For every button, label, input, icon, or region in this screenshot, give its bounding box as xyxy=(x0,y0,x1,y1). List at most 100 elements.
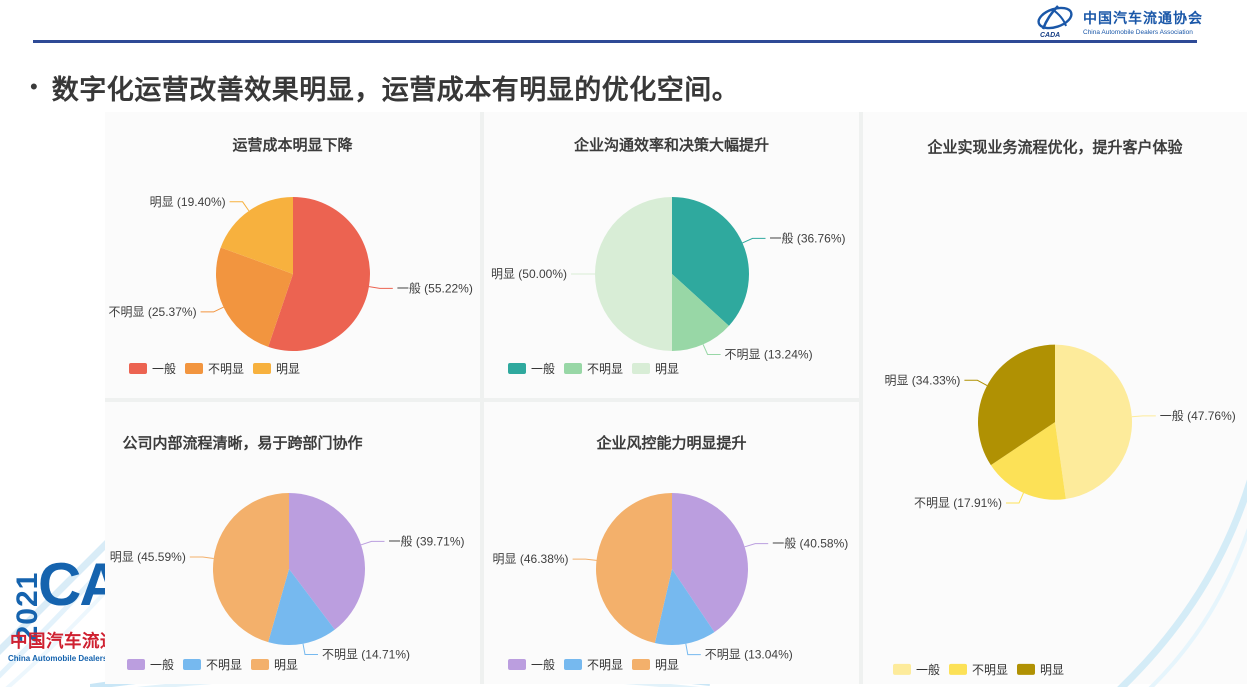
pie-slice xyxy=(1055,344,1133,499)
footer-logo-org-en: China Automobile Dealers Association xyxy=(8,654,105,663)
legend-swatch xyxy=(183,659,201,670)
pie-label: 不明显 (17.91%) xyxy=(914,496,1002,510)
cada-swoosh-icon: CADA xyxy=(1037,5,1073,39)
pie-slice xyxy=(268,569,335,646)
chart-title: 企业实现业务流程优化，提升客户体验 xyxy=(927,138,1184,156)
cada-icon-caption: CADA xyxy=(1040,32,1060,39)
pie-slice xyxy=(672,274,729,351)
legend-label: 明显 xyxy=(1040,663,1064,677)
legend-label: 不明显 xyxy=(587,362,623,376)
label-leader-line xyxy=(742,237,766,244)
legend-label: 不明显 xyxy=(206,658,242,672)
label-leader-line xyxy=(189,556,214,559)
footer-logo-org-cn: 中国汽车流通 xyxy=(10,631,105,651)
pie-label: 明显 (50.00%) xyxy=(491,267,567,281)
charts-grid: 运营成本明显下降 一般 (55.22%) 不明显 (25.37%) 明显 (19.40… xyxy=(105,112,1247,684)
pie-label: 一般 (39.71%) xyxy=(388,533,464,548)
legend-swatch xyxy=(253,363,271,374)
pie-slice xyxy=(978,344,1055,466)
pie-slice xyxy=(595,197,672,351)
legend-swatch xyxy=(508,659,526,670)
pie-slice xyxy=(596,493,672,644)
chart-panel-operating-cost: 运营成本明显下降 一般 (55.22%) 不明显 (25.37%) 明显 (19.40… xyxy=(105,112,480,398)
pie-slice xyxy=(220,197,293,274)
label-leader-line xyxy=(685,643,701,656)
pie-label: 明显 (45.59%) xyxy=(110,550,186,564)
pie-label: 明显 (46.38%) xyxy=(493,552,569,566)
legend-swatch xyxy=(129,363,147,374)
pie-label: 一般 (40.58%) xyxy=(772,536,848,551)
footer-logo: 2021 CADA 中国汽车流通 China Automobile Dealer… xyxy=(0,540,105,687)
label-leader-line xyxy=(360,540,385,546)
legend-label: 一般 xyxy=(152,361,176,376)
label-leader-line xyxy=(572,558,597,561)
pie-slice xyxy=(215,247,293,347)
header-logo: CADA 中国汽车流通协会 China Automobile Dealers A… xyxy=(1033,5,1203,39)
legend-swatch xyxy=(508,363,526,374)
chart-title: 公司内部流程清晰，易于跨部门协作 xyxy=(122,434,362,452)
legend-label: 明显 xyxy=(276,362,300,376)
label-leader-line xyxy=(302,643,318,655)
legend-swatch xyxy=(1017,663,1035,675)
pie-slice xyxy=(654,569,715,645)
pie-label: 一般 (36.76%) xyxy=(769,230,845,245)
chart-title: 运营成本明显下降 xyxy=(232,136,353,154)
header-divider xyxy=(33,40,1197,43)
label-leader-line xyxy=(1131,415,1156,418)
legend-label: 不明显 xyxy=(972,663,1008,677)
legend-label: 一般 xyxy=(916,662,940,677)
pie-label: 明显 (34.33%) xyxy=(884,373,960,387)
legend-swatch xyxy=(564,363,582,374)
legend-label: 一般 xyxy=(531,657,555,672)
pie-label: 一般 (55.22%) xyxy=(397,280,473,295)
pie-slice xyxy=(268,197,370,351)
chart-panel-risk-control: 企业风控能力明显提升一般 (40.58%) 不明显 (13.04%) 明显 (46.… xyxy=(484,402,859,684)
legend-label: 一般 xyxy=(531,361,555,376)
legend-label: 明显 xyxy=(655,362,679,376)
footer-logo-brand: CADA xyxy=(38,551,105,618)
pie-label: 不明显 (14.71%) xyxy=(322,648,410,662)
label-leader-line xyxy=(1006,492,1024,504)
legend-label: 一般 xyxy=(150,657,174,672)
legend-swatch xyxy=(251,659,269,670)
legend-swatch xyxy=(893,663,911,675)
pie-slice xyxy=(672,493,748,633)
chart-title: 企业风控能力明显提升 xyxy=(595,434,746,452)
pie-label: 不明显 (13.24%) xyxy=(725,347,813,361)
legend-swatch xyxy=(127,659,145,670)
page-title: 数字化运营改善效果明显，运营成本有明显的优化空间。 xyxy=(51,75,740,105)
pie-label: 不明显 (13.04%) xyxy=(705,648,793,662)
legend-swatch xyxy=(632,363,650,374)
legend-swatch xyxy=(632,659,650,670)
legend-label: 明显 xyxy=(655,658,679,672)
legend-swatch xyxy=(949,663,967,675)
label-leader-line xyxy=(368,286,393,289)
pie-slice xyxy=(672,197,750,326)
bullet-marker: • xyxy=(30,74,38,99)
title-row: • 数字化运营改善效果明显，运营成本有明显的优化空间。 xyxy=(30,68,739,107)
legend-label: 不明显 xyxy=(587,658,623,672)
chart-panel-process-optimization: 企业实现业务流程优化，提升客户体验一般 (47.76%) 不明显 (17.91%)… xyxy=(863,112,1247,684)
pie-label: 一般 (47.76%) xyxy=(1160,408,1236,423)
chart-panel-internal-process: 公司内部流程清晰，易于跨部门协作一般 (39.71%) 不明显 (14.71%) 明… xyxy=(105,402,480,684)
legend-swatch xyxy=(564,659,582,670)
legend-swatch xyxy=(185,363,203,374)
legend-label: 明显 xyxy=(274,658,298,672)
pie-slice xyxy=(212,493,289,643)
chart-title: 企业沟通效率和决策大幅提升 xyxy=(573,136,769,154)
label-leader-line xyxy=(964,379,988,386)
label-leader-line xyxy=(229,201,250,212)
pie-label: 不明显 (25.37%) xyxy=(109,305,197,319)
legend-label: 不明显 xyxy=(208,362,244,376)
label-leader-line xyxy=(200,306,224,313)
header-org-name-en: China Automobile Dealers Association xyxy=(1083,29,1193,36)
label-leader-line xyxy=(744,543,769,548)
pie-slice xyxy=(289,493,366,630)
pie-slice xyxy=(990,422,1066,500)
